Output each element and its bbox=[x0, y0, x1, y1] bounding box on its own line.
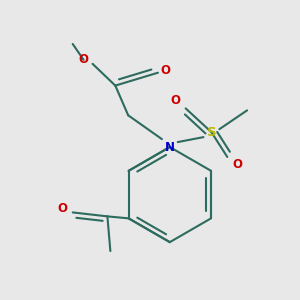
Text: O: O bbox=[171, 94, 181, 107]
Text: O: O bbox=[161, 64, 171, 77]
Text: S: S bbox=[207, 126, 216, 139]
Text: N: N bbox=[165, 140, 175, 154]
Text: O: O bbox=[232, 158, 242, 171]
Text: O: O bbox=[79, 53, 88, 66]
Text: O: O bbox=[58, 202, 68, 215]
